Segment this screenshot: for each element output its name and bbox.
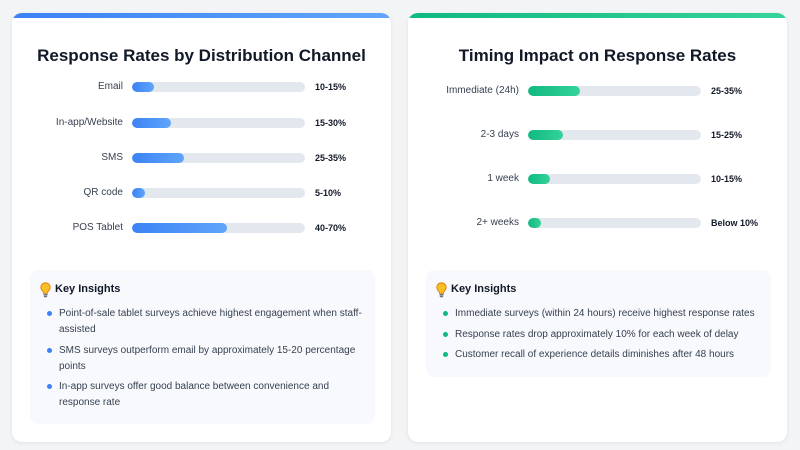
- lightbulb-icon: [40, 282, 51, 298]
- bar-category-label: 1 week: [487, 173, 519, 184]
- bar-fill: [528, 218, 541, 228]
- bar-value-label: 15-30%: [315, 118, 347, 128]
- insight-text: Response rates drop approximately 10% fo…: [455, 329, 739, 340]
- bar-fill: [132, 118, 171, 128]
- bar-category-label: POS Tablet: [72, 222, 123, 233]
- bar-track: [528, 218, 701, 228]
- bar-fill: [132, 82, 154, 92]
- bar-row: 2-3 days 15-25%: [408, 128, 787, 142]
- bar-category-label: In-app/Website: [55, 117, 123, 128]
- insight-text: Customer recall of experience details di…: [455, 349, 735, 360]
- lightbulb-icon: [436, 282, 447, 298]
- bar-value-label: 10-15%: [315, 82, 347, 92]
- key-insights-title: Key Insights: [451, 283, 517, 295]
- bar-track: [132, 223, 305, 233]
- bar-track: [528, 86, 701, 96]
- card-accent-bar: [12, 13, 391, 18]
- key-insights-title: Key Insights: [55, 283, 121, 295]
- timing-impact-card: Timing Impact on Response Rates Immediat…: [408, 13, 787, 442]
- insight-text: Point-of-sale tablet surveys achieve hig…: [59, 308, 362, 335]
- bullet-dot: [443, 332, 448, 337]
- card-accent-bar: [408, 13, 787, 18]
- bar-category-label: 2-3 days: [480, 129, 519, 140]
- insight-item: Response rates drop approximately 10% fo…: [443, 327, 763, 343]
- bar-category-label: 2+ weeks: [476, 217, 519, 228]
- bar-fill: [132, 153, 184, 163]
- bar-category-label: Immediate (24h): [446, 85, 519, 96]
- bar-fill: [528, 130, 563, 140]
- bullet-dot: [47, 384, 52, 389]
- bar-row: SMS 25-35%: [12, 151, 391, 165]
- bar-row: 2+ weeks Below 10%: [408, 216, 787, 230]
- insight-item: In-app surveys offer good balance betwee…: [47, 379, 367, 411]
- bar-fill: [132, 223, 228, 233]
- bullet-dot: [443, 311, 448, 316]
- bar-fill: [528, 174, 550, 184]
- bar-category-label: Email: [97, 81, 123, 92]
- bar-category-label: SMS: [101, 152, 123, 163]
- key-insights-box: Key Insights Immediate surveys (within 2…: [426, 270, 771, 377]
- bar-track: [132, 82, 305, 92]
- bar-row: Email 10-15%: [12, 80, 391, 94]
- bar-value-label: 15-25%: [711, 130, 743, 140]
- insight-item: Point-of-sale tablet surveys achieve hig…: [47, 306, 367, 338]
- bar-track: [132, 118, 305, 128]
- bullet-dot: [47, 311, 52, 316]
- insight-text: Immediate surveys (within 24 hours) rece…: [455, 308, 755, 319]
- bar-track: [132, 188, 305, 198]
- bar-value-label: 5-10%: [315, 188, 342, 198]
- bar-fill: [132, 188, 145, 198]
- bar-fill: [528, 86, 580, 96]
- bullet-dot: [443, 352, 448, 357]
- card-title: Response Rates by Distribution Channel: [37, 46, 366, 65]
- insight-text: SMS surveys outperform email by approxim…: [59, 345, 356, 372]
- bar-category-label: QR code: [83, 187, 123, 198]
- bar-row: 1 week 10-15%: [408, 172, 787, 186]
- bar-value-label: 25-35%: [315, 153, 347, 163]
- insight-text: In-app surveys offer good balance betwee…: [59, 381, 330, 408]
- insight-item: Customer recall of experience details di…: [443, 347, 763, 363]
- key-insights-box: Key Insights Point-of-sale tablet survey…: [30, 270, 375, 424]
- bar-row: In-app/Website 15-30%: [12, 116, 391, 130]
- bar-row: POS Tablet 40-70%: [12, 221, 391, 235]
- bar-value-label: 25-35%: [711, 86, 743, 96]
- bar-row: QR code 5-10%: [12, 186, 391, 200]
- distribution-channel-card: Response Rates by Distribution Channel E…: [12, 13, 391, 442]
- bar-value-label: 40-70%: [315, 223, 347, 233]
- bullet-dot: [47, 348, 52, 353]
- bar-track: [528, 174, 701, 184]
- insight-item: Immediate surveys (within 24 hours) rece…: [443, 306, 763, 322]
- bar-row: Immediate (24h) 25-35%: [408, 84, 787, 98]
- card-title: Timing Impact on Response Rates: [458, 46, 737, 65]
- bar-track: [528, 130, 701, 140]
- insight-item: SMS surveys outperform email by approxim…: [47, 343, 367, 375]
- bar-value-label: Below 10%: [711, 218, 759, 228]
- bar-value-label: 10-15%: [711, 174, 743, 184]
- bar-track: [132, 153, 305, 163]
